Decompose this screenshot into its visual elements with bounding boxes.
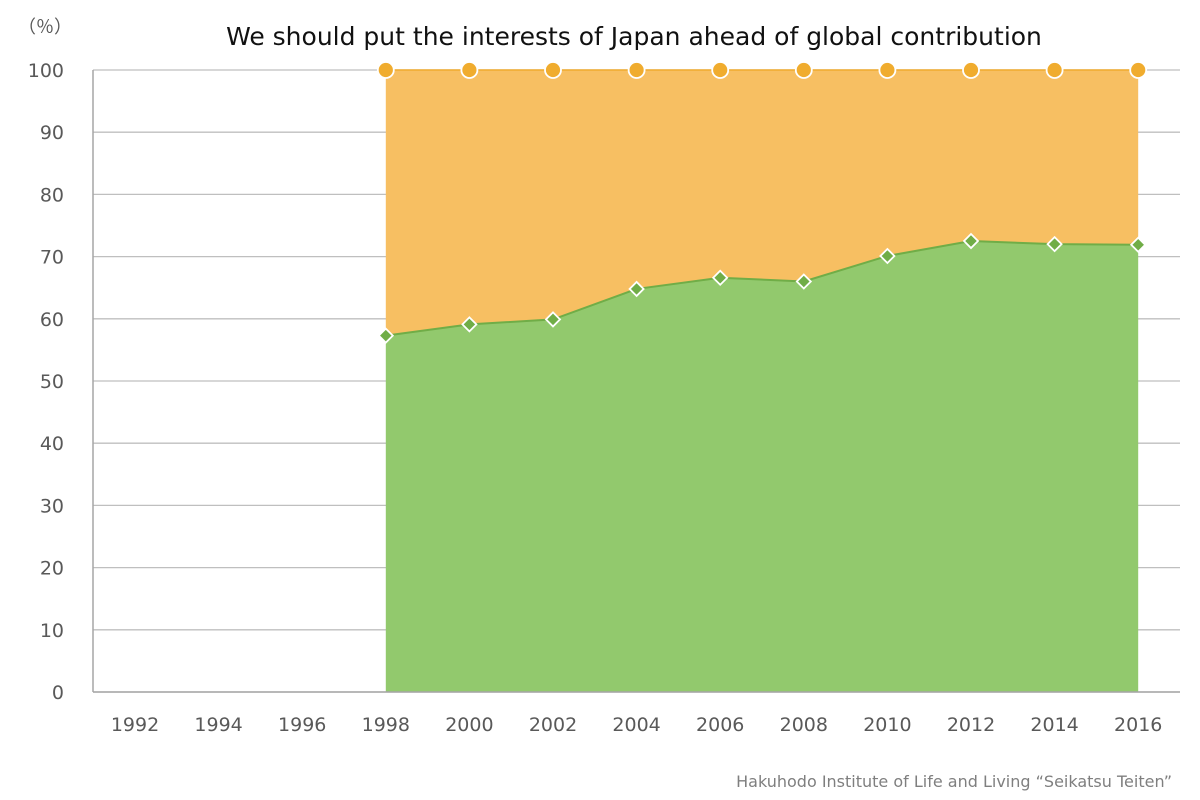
y-tick-label: 90 xyxy=(40,122,64,144)
marker-upper-2004 xyxy=(627,61,646,79)
marker-upper-2010 xyxy=(878,61,897,79)
line-lower xyxy=(385,240,1139,337)
y-tick-label: 80 xyxy=(40,184,64,206)
x-tick-label: 2006 xyxy=(696,714,744,736)
chart-title: We should put the interests of Japan ahe… xyxy=(226,22,1042,51)
marker-lower-2010 xyxy=(879,247,896,265)
y-tick-label: 30 xyxy=(40,495,64,517)
x-tick-label: 1996 xyxy=(278,714,326,736)
y-tick-label: 60 xyxy=(40,309,64,331)
marker-upper-2016 xyxy=(1129,61,1148,79)
marker-lower-2008 xyxy=(795,273,813,290)
y-tick-label: 50 xyxy=(40,371,64,393)
area-lower xyxy=(385,241,1139,693)
x-tick-label: 2008 xyxy=(780,714,828,736)
y-tick-label: 0 xyxy=(52,682,64,704)
marker-lower-2016 xyxy=(1129,236,1147,254)
y-tick-label: 40 xyxy=(40,433,64,455)
marker-upper-2002 xyxy=(544,61,562,79)
x-tick-label: 2010 xyxy=(863,714,911,736)
y-axis-tick-labels: 0 10 20 30 40 50 60 70 80 90 100 xyxy=(28,60,64,704)
marker-upper-1998 xyxy=(376,61,395,79)
x-tick-label: 2004 xyxy=(612,714,660,736)
x-tick-label: 2002 xyxy=(529,714,577,736)
y-tick-label: 10 xyxy=(40,620,64,642)
x-tick-label: 1994 xyxy=(194,714,242,736)
x-tick-label: 2000 xyxy=(445,714,493,736)
x-tick-label: 1992 xyxy=(111,714,159,736)
marker-upper-2006 xyxy=(711,61,730,79)
marker-lower-2006 xyxy=(711,269,729,287)
y-tick-label: 100 xyxy=(28,60,64,82)
marker-upper-2000 xyxy=(460,61,479,79)
x-tick-label: 1998 xyxy=(362,714,410,736)
x-tick-label: 2014 xyxy=(1030,714,1078,736)
marker-upper-2014 xyxy=(1045,61,1064,79)
x-axis-tick-labels: 1992 1994 1996 1998 2000 2002 2004 2006 2008 2010… xyxy=(111,714,1163,736)
axes xyxy=(92,70,1180,693)
series-lines xyxy=(385,69,1139,337)
x-tick-label: 2012 xyxy=(947,714,995,736)
y-tick-label: 20 xyxy=(40,558,64,580)
marker-upper-2008 xyxy=(794,61,813,79)
area-upper xyxy=(385,70,1139,336)
marker-lower-2002 xyxy=(544,311,562,328)
unit-label: （％） xyxy=(18,17,72,38)
marker-lower-1998 xyxy=(377,327,395,344)
marker-lower-2000 xyxy=(461,316,478,333)
marker-lower-2004 xyxy=(628,280,645,298)
marker-upper-2012 xyxy=(962,61,980,79)
y-tick-label: 70 xyxy=(40,247,64,269)
marker-lower-2014 xyxy=(1046,235,1063,253)
source-note: Hakuhodo Institute of Life and Living “S… xyxy=(736,772,1172,791)
series-markers xyxy=(376,61,1148,344)
marker-lower-2012 xyxy=(962,232,980,250)
area-series xyxy=(385,70,1139,693)
x-tick-label: 2016 xyxy=(1114,714,1162,736)
